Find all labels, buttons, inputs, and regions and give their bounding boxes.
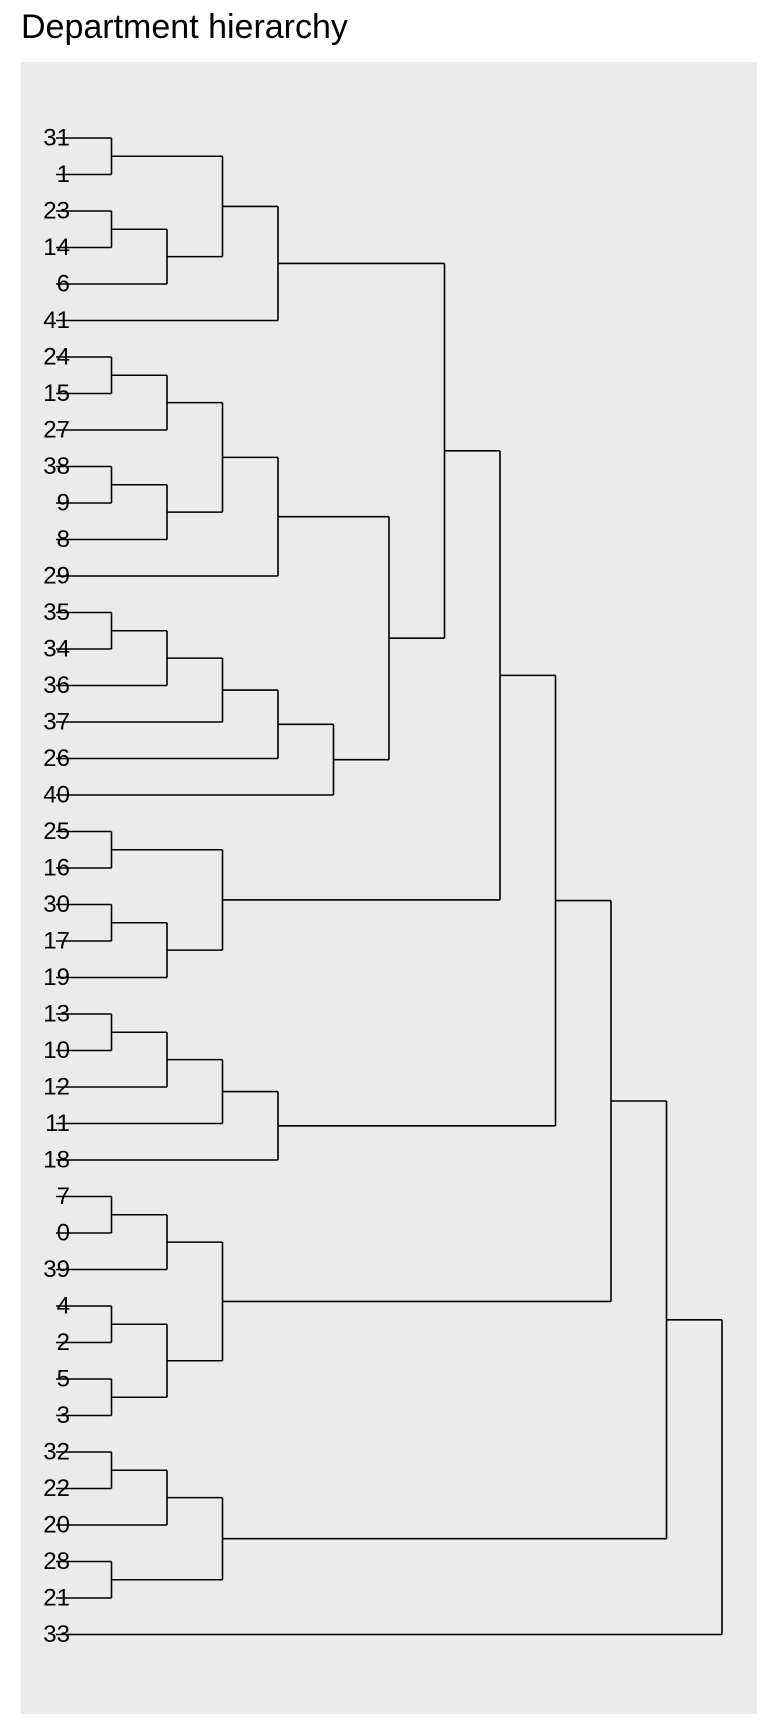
leaf-label-26: 26 [43,745,70,772]
leaf-label-6: 6 [57,271,70,298]
merge-link-ao [56,1319,723,1636]
leaf-label-40: 40 [43,782,70,809]
leaf-label-31: 31 [43,125,70,152]
leaf-label-8: 8 [57,526,70,553]
leaf-label-35: 35 [43,599,70,626]
leaf-label-20: 20 [43,1512,70,1539]
leaf-label-36: 36 [43,672,70,699]
leaf-label-24: 24 [43,344,70,371]
leaf-label-37: 37 [43,709,70,736]
leaf-label-38: 38 [43,453,70,480]
leaf-label-23: 23 [43,198,70,225]
leaf-label-39: 39 [43,1256,70,1283]
leaf-label-0: 0 [57,1220,70,1247]
leaf-label-5: 5 [57,1366,70,1393]
leaf-label-13: 13 [43,1001,70,1028]
leaf-label-2: 2 [57,1329,70,1356]
leaf-label-1: 1 [57,161,70,188]
chart-title: Department hierarchy [21,8,348,46]
leaf-label-34: 34 [43,636,70,663]
leaf-label-17: 17 [43,928,70,955]
leaf-label-30: 30 [43,891,70,918]
leaf-label-15: 15 [43,380,70,407]
leaf-label-21: 21 [43,1585,70,1612]
leaf-label-19: 19 [43,964,70,991]
leaf-label-33: 33 [43,1621,70,1648]
leaf-label-12: 12 [43,1074,70,1101]
leaf-label-10: 10 [43,1037,70,1064]
plot-panel [21,62,757,1714]
leaf-label-7: 7 [57,1183,70,1210]
leaf-label-18: 18 [43,1147,70,1174]
leaf-label-27: 27 [43,417,70,444]
leaf-label-11: 11 [45,1110,70,1137]
leaf-label-22: 22 [43,1475,70,1502]
leaf-label-4: 4 [57,1293,70,1320]
leaf-label-41: 41 [43,307,70,334]
leaf-label-16: 16 [43,855,70,882]
leaf-label-25: 25 [43,818,70,845]
leaf-label-3: 3 [57,1402,70,1429]
leaf-label-9: 9 [57,490,70,517]
leaf-label-32: 32 [43,1439,70,1466]
leaf-label-29: 29 [43,563,70,590]
leaf-labels: 3112314641241527389829353436372640251630… [43,125,70,1649]
dendrogram-links [56,137,723,1636]
leaf-label-28: 28 [43,1548,70,1575]
leaf-label-14: 14 [43,234,70,261]
